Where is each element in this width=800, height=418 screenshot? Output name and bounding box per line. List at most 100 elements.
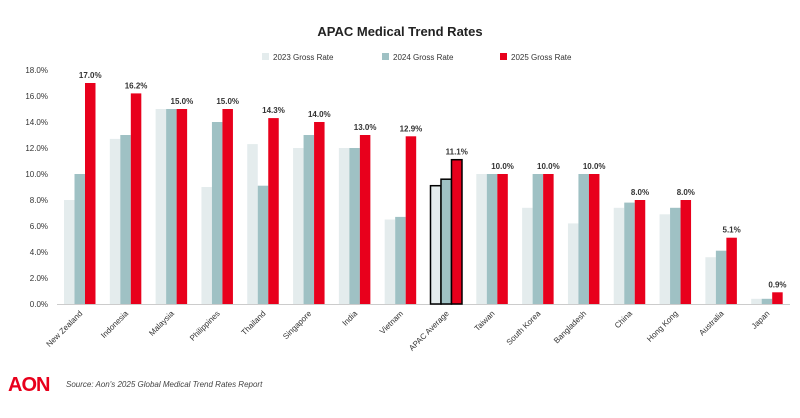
x-tick-label: South Korea xyxy=(505,309,543,347)
y-tick-label: 2.0% xyxy=(30,274,48,283)
data-label: 8.0% xyxy=(631,188,649,197)
bar-2025-hong-kong xyxy=(680,200,692,304)
bar-2023-new-zealand xyxy=(64,200,75,304)
bar-2025-singapore xyxy=(314,122,325,304)
data-label: 14.0% xyxy=(308,110,331,119)
bar-2024-indonesia xyxy=(120,135,131,304)
data-label: 14.3% xyxy=(262,106,285,115)
bar-2025-south-korea xyxy=(543,174,554,304)
bar-2023-philippines xyxy=(201,187,212,304)
bar-2024-new-zealand xyxy=(74,174,85,304)
data-label: 0.9% xyxy=(768,280,786,289)
data-label: 11.1% xyxy=(446,148,468,157)
bar-2025-china xyxy=(634,200,646,304)
bar-2025-taiwan xyxy=(497,174,508,304)
bar-2023-vietnam xyxy=(384,219,396,304)
bar-2025-australia xyxy=(726,237,737,304)
bar-2024-thailand xyxy=(257,185,269,304)
bar-2023-bangladesh xyxy=(567,223,579,304)
x-tick-label: Taiwan xyxy=(473,309,497,333)
x-tick-label: Philippines xyxy=(188,309,222,343)
y-tick-label: 18.0% xyxy=(25,66,48,75)
y-tick-label: 14.0% xyxy=(25,118,48,127)
legend-label: 2024 Gross Rate xyxy=(393,53,454,62)
bar-2024-india xyxy=(349,148,360,304)
bar-2025-philippines xyxy=(222,109,233,304)
bar-2023-indonesia xyxy=(109,138,121,304)
data-label: 10.0% xyxy=(583,162,606,171)
bar-2024-hong-kong xyxy=(670,207,681,304)
legend-label: 2025 Gross Rate xyxy=(511,53,572,62)
source-note: Source: Aon's 2025 Global Medical Trend … xyxy=(66,380,263,389)
bar-2023-india xyxy=(338,148,350,304)
data-label: 10.0% xyxy=(537,162,560,171)
y-tick-label: 16.0% xyxy=(25,92,48,101)
bar-2025-bangladesh xyxy=(588,174,600,304)
bar-2025-malaysia xyxy=(176,109,188,304)
x-tick-label: Malaysia xyxy=(147,309,176,338)
bar-2025-indonesia xyxy=(130,93,142,305)
y-tick-label: 10.0% xyxy=(25,170,48,179)
legend-swatch xyxy=(382,53,389,60)
bar-2024-bangladesh xyxy=(578,174,589,304)
bar-2025-new-zealand xyxy=(85,83,96,304)
aon-logo: AON xyxy=(8,374,50,396)
y-tick-label: 8.0% xyxy=(30,196,48,205)
data-label: 8.0% xyxy=(677,188,695,197)
bar-2025-thailand xyxy=(268,118,279,304)
legend-swatch xyxy=(500,53,507,60)
x-tick-label: Indonesia xyxy=(99,309,130,340)
legend-swatch xyxy=(262,53,269,60)
y-tick-label: 4.0% xyxy=(30,248,48,257)
x-tick-label: China xyxy=(613,309,635,331)
x-tick-label: Thailand xyxy=(240,309,268,337)
data-label: 15.0% xyxy=(171,97,194,106)
x-tick-label: APAC Average xyxy=(407,309,451,353)
bar-2025-japan xyxy=(772,292,783,304)
bar-2024-taiwan xyxy=(486,174,498,304)
data-label: 5.1% xyxy=(723,226,741,235)
y-tick-label: 0.0% xyxy=(30,300,48,309)
bar-2024-south-korea xyxy=(532,174,544,304)
bar-2023-australia xyxy=(705,257,716,304)
data-label: 12.9% xyxy=(400,124,423,133)
x-tick-label: Bangladesh xyxy=(552,309,588,345)
y-tick-label: 6.0% xyxy=(30,222,48,231)
bar-2023-south-korea xyxy=(522,207,533,304)
bar-2024-singapore xyxy=(303,135,315,304)
chart-title: APAC Medical Trend Rates xyxy=(317,24,483,39)
bar-2023-china xyxy=(613,207,625,304)
bar-2024-malaysia xyxy=(166,109,177,304)
x-tick-label: Australia xyxy=(697,309,726,338)
bar-2023-japan xyxy=(751,298,762,304)
data-label: 15.0% xyxy=(216,97,239,106)
x-tick-label: New Zealand xyxy=(45,309,85,349)
bar-2024-philippines xyxy=(211,122,223,304)
x-tick-label: Hong Kong xyxy=(645,309,680,344)
x-tick-label: Japan xyxy=(750,309,772,331)
bar-2025-vietnam xyxy=(405,136,417,304)
bar-2023-taiwan xyxy=(476,174,487,304)
bar-2025-apac-average xyxy=(450,158,463,305)
data-label: 16.2% xyxy=(125,81,148,90)
x-tick-label: Vietnam xyxy=(378,309,405,336)
y-tick-label: 12.0% xyxy=(25,144,48,153)
bar-2023-hong-kong xyxy=(659,214,671,304)
data-label: 10.0% xyxy=(491,162,514,171)
data-label: 13.0% xyxy=(354,123,377,132)
bar-2024-apac-average xyxy=(440,178,453,305)
bar-2024-japan xyxy=(761,298,773,304)
bar-2023-apac-average xyxy=(429,184,442,305)
legend-label: 2023 Gross Rate xyxy=(273,53,334,62)
bar-2023-thailand xyxy=(247,144,258,304)
bar-2024-vietnam xyxy=(395,216,406,304)
data-label: 17.0% xyxy=(79,71,102,80)
bar-2024-china xyxy=(624,202,635,304)
x-tick-label: Singapore xyxy=(281,309,314,342)
bar-2025-india xyxy=(359,135,371,304)
bar-2024-australia xyxy=(715,250,727,304)
bar-2023-singapore xyxy=(293,148,304,304)
bar-2023-malaysia xyxy=(155,109,167,304)
x-tick-label: India xyxy=(341,309,360,328)
